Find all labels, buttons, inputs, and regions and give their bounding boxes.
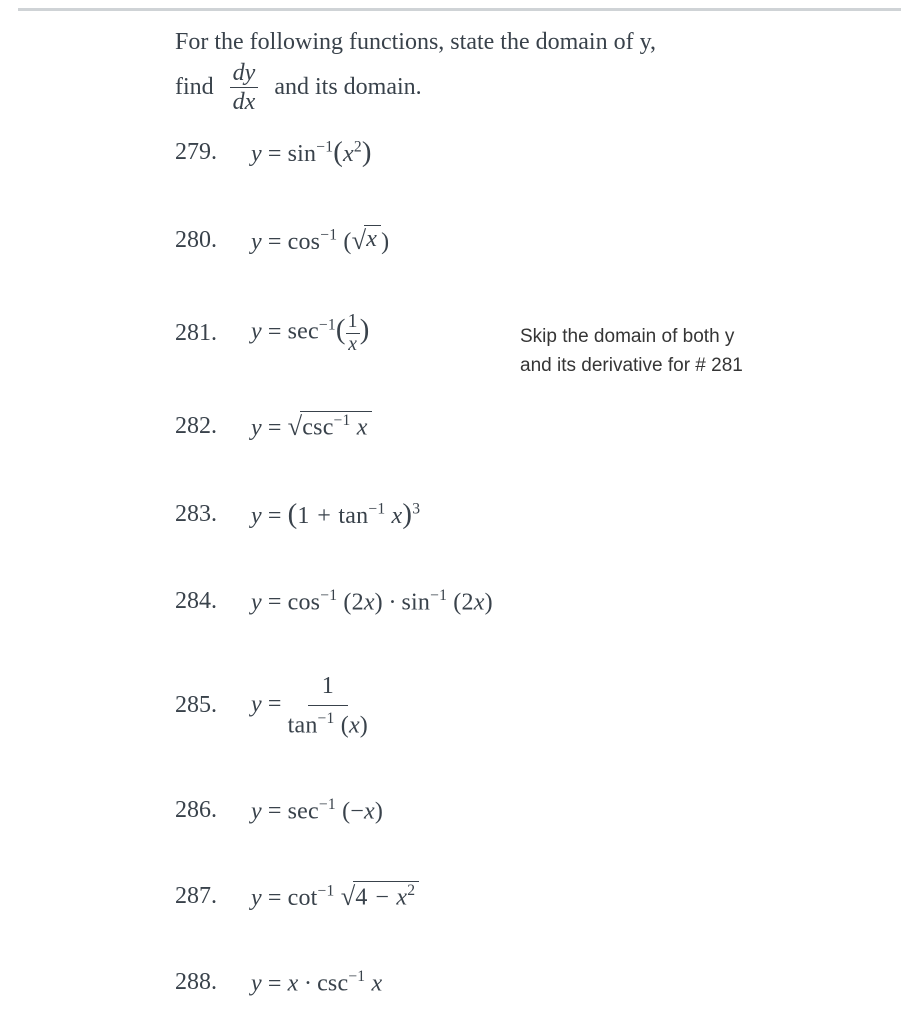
problem-283: 283. y=(1 + tan−1 x)3 xyxy=(175,498,883,531)
problem-expression: y=sec−1(1x) xyxy=(251,312,370,354)
problem-number: 281. xyxy=(175,320,251,347)
note-line2: and its derivative for # 281 xyxy=(520,351,890,380)
problem-expression: y=(1 + tan−1 x)3 xyxy=(251,498,420,531)
problem-expression: y=cot−1 √4 − x2 xyxy=(251,881,419,912)
intro-line2: find dy dx and its domain. xyxy=(175,61,855,114)
problem-280: 280. y=cos−1 (√x) xyxy=(175,225,883,256)
problem-number: 287. xyxy=(175,883,251,910)
problem-287: 287. y=cot−1 √4 − x2 xyxy=(175,881,883,912)
frac-num: dy xyxy=(230,61,259,88)
problem-285: 285. y=1tan−1 (x) xyxy=(175,672,883,740)
problem-number: 285. xyxy=(175,692,251,719)
problem-282: 282. y=√csc−1 x xyxy=(175,411,883,442)
problem-279: 279. y=sin−1(x2) xyxy=(175,136,883,169)
top-rule xyxy=(18,8,901,11)
problem-number: 279. xyxy=(175,139,251,166)
problem-expression: y=√csc−1 x xyxy=(251,411,372,442)
frac-den: dx xyxy=(233,88,256,114)
problem-expression: y=cos−1 (2x) · sin−1 (2x) xyxy=(251,587,493,616)
problem-expression: y=1tan−1 (x) xyxy=(251,672,368,740)
side-note: Skip the domain of both y and its deriva… xyxy=(520,322,890,381)
note-line1: Skip the domain of both y xyxy=(520,322,890,351)
intro-line1: For the following functions, state the d… xyxy=(175,24,855,61)
problem-number: 282. xyxy=(175,413,251,440)
problem-number: 280. xyxy=(175,227,251,254)
problem-number: 284. xyxy=(175,588,251,615)
intro-find: find xyxy=(175,69,214,106)
problem-expression: y=cos−1 (√x) xyxy=(251,225,389,256)
problem-284: 284. y=cos−1 (2x) · sin−1 (2x) xyxy=(175,587,883,616)
problem-expression: y=sin−1(x2) xyxy=(251,136,372,169)
problem-number: 288. xyxy=(175,969,251,996)
instructions: For the following functions, state the d… xyxy=(175,24,855,114)
problem-number: 286. xyxy=(175,797,251,824)
problem-288: 288. y=x · csc−1 x xyxy=(175,968,883,997)
problem-number: 283. xyxy=(175,501,251,528)
page: For the following functions, state the d… xyxy=(0,0,919,1018)
problem-expression: y=sec−1 (−x) xyxy=(251,796,383,825)
intro-after: and its domain. xyxy=(274,69,421,106)
problem-286: 286. y=sec−1 (−x) xyxy=(175,796,883,825)
problem-expression: y=x · csc−1 x xyxy=(251,968,382,997)
dy-dx-fraction: dy dx xyxy=(230,61,259,114)
